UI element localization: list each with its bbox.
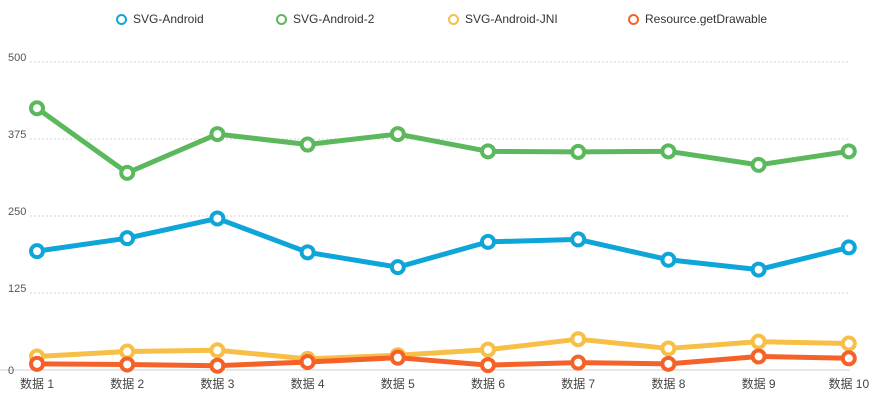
x-tick-label: 数据 9 (742, 376, 776, 391)
legend-marker-icon (448, 13, 459, 25)
data-point (750, 333, 767, 350)
data-point (119, 164, 136, 181)
legend-marker-icon (628, 13, 639, 25)
data-point (119, 343, 136, 360)
data-point (389, 126, 406, 143)
x-tick-label: 数据 7 (561, 376, 595, 391)
data-point (299, 136, 316, 153)
data-point (840, 350, 857, 367)
series-line-2 (34, 105, 852, 176)
y-tick-label: 125 (8, 283, 26, 295)
series-line-3 (34, 336, 852, 362)
data-point (209, 357, 226, 374)
y-tick-label: 250 (8, 206, 26, 218)
data-point (840, 143, 857, 160)
data-point (299, 353, 316, 370)
x-tick-label: 数据 1 (20, 376, 54, 391)
data-point (480, 357, 496, 374)
x-tick-label: 数据 5 (381, 376, 415, 391)
x-tick-label: 数据 10 (828, 376, 869, 391)
data-point (750, 348, 767, 365)
data-point (660, 355, 677, 372)
legend-marker-icon (276, 13, 287, 25)
data-point (750, 261, 767, 278)
y-tick-label: 500 (8, 52, 26, 64)
data-point (209, 210, 226, 227)
legend-label: SVG-Android (133, 12, 204, 26)
data-point (209, 126, 226, 143)
data-point (570, 143, 587, 160)
data-point (299, 244, 316, 261)
data-point (570, 354, 587, 371)
data-point (29, 100, 45, 117)
legend-item-svg-android-jni[interactable]: SVG-Android-JNI (448, 12, 558, 26)
data-point (480, 143, 496, 160)
data-point (840, 335, 857, 352)
data-point (660, 251, 677, 268)
legend-label: SVG-Android-JNI (465, 12, 558, 26)
data-point (660, 143, 677, 160)
x-tick-label: 数据 3 (200, 376, 234, 391)
data-point (660, 340, 677, 357)
data-point (750, 156, 767, 173)
legend-label: Resource.getDrawable (645, 12, 768, 26)
data-point (570, 331, 587, 348)
x-tick-label: 数据 2 (110, 376, 144, 391)
data-point (389, 259, 406, 276)
data-point (119, 230, 136, 247)
legend-marker-icon (116, 13, 127, 25)
series-line-1 (34, 215, 852, 273)
data-point (840, 239, 857, 256)
legend-item-svg-android[interactable]: SVG-Android (116, 12, 204, 26)
data-point (29, 243, 45, 260)
data-point (480, 233, 496, 250)
legend-label: SVG-Android-2 (293, 12, 375, 26)
x-tick-label: 数据 8 (651, 376, 685, 391)
y-tick-label: 375 (8, 129, 26, 141)
chart-legend: SVG-Android SVG-Android-2 SVG-Android-JN… (0, 12, 894, 32)
data-point (389, 349, 406, 366)
data-point (119, 356, 136, 373)
data-point (209, 342, 226, 359)
data-point (480, 341, 496, 358)
x-tick-label: 数据 6 (471, 376, 505, 391)
y-tick-label: 0 (8, 365, 14, 377)
data-point (570, 231, 587, 248)
legend-item-svg-android-2[interactable]: SVG-Android-2 (276, 12, 374, 26)
series-line-4 (34, 353, 852, 369)
x-tick-label: 数据 4 (291, 376, 325, 391)
data-point (29, 355, 45, 372)
legend-item-resource-getdrawable[interactable]: Resource.getDrawable (628, 12, 767, 26)
